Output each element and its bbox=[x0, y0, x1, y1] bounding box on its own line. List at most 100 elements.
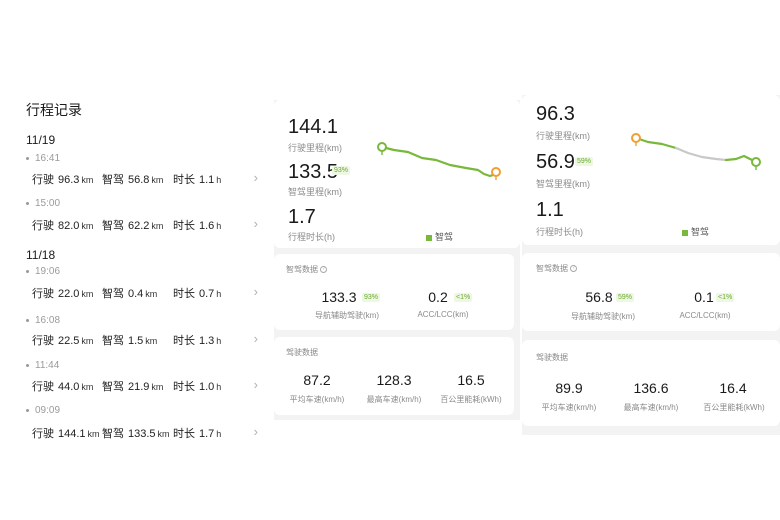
auto-pct-badge: 93% bbox=[332, 166, 351, 175]
trip-distance: 144.1 bbox=[58, 428, 86, 440]
auto-data-card: 智驾数据? 56.8 59% 导航辅助驾驶(km) 0.1 <1% ACC/LC… bbox=[522, 253, 780, 331]
distance-value: 144.1 bbox=[288, 116, 339, 138]
info-icon[interactable]: ? bbox=[570, 265, 577, 273]
auto-pct-badge: 59% bbox=[575, 157, 594, 166]
trip-time: 15:00 bbox=[26, 198, 60, 209]
auto-distance-value: 56.9 bbox=[536, 151, 575, 173]
chevron-right-icon[interactable]: › bbox=[253, 216, 258, 231]
energy-label: 百公里能耗(kWh) bbox=[440, 395, 502, 404]
trip-duration: 1.1 bbox=[199, 174, 215, 186]
info-icon[interactable]: ? bbox=[320, 266, 327, 274]
date-header: 11/18 bbox=[26, 248, 56, 262]
drive-data-title: 驾驶数据 bbox=[286, 348, 318, 357]
chevron-right-icon[interactable]: › bbox=[253, 331, 258, 346]
drive-data-card: 驾驶数据 89.9 平均车速(km/h) 136.6 最高车速(km/h) 16… bbox=[522, 340, 780, 426]
avg-speed-value: 87.2 bbox=[303, 372, 331, 388]
max-speed-label: 最高车速(km/h) bbox=[623, 403, 679, 412]
chevron-right-icon[interactable]: › bbox=[253, 284, 258, 299]
duration-label: 时长 bbox=[173, 174, 195, 186]
route-legend: 智驾 bbox=[426, 230, 453, 243]
distance-label: 行驶 bbox=[32, 174, 54, 186]
auto-distance-value: 133.5 bbox=[288, 161, 339, 183]
trip-row[interactable]: 行驶 22.5 km 智驾 1.5 km 时长 1.3 h › bbox=[32, 331, 258, 347]
summary-card: 96.3 行驶里程(km) 56.9 59% 智驾里程(km) 1.1 行程时长… bbox=[522, 95, 780, 245]
route-line-auto bbox=[634, 136, 678, 150]
trip-list-title: 行程记录 bbox=[26, 102, 82, 118]
trip-row[interactable]: 行驶 22.0 km 智驾 0.4 km 时长 0.7 h › bbox=[32, 284, 258, 300]
trip-distance: 96.3 bbox=[58, 174, 80, 186]
chevron-right-icon[interactable]: › bbox=[253, 170, 258, 185]
trip-duration: 1.0 bbox=[199, 381, 215, 393]
start-pin-icon bbox=[631, 133, 641, 146]
avg-speed-label: 平均车速(km/h) bbox=[289, 395, 345, 404]
duration-value: 1.7 bbox=[288, 206, 316, 228]
summary-card: 144.1 行驶里程(km) 133.5 93% 智驾里程(km) 1.7 行程… bbox=[274, 100, 520, 248]
date-header: 11/19 bbox=[26, 133, 56, 147]
max-speed-value: 128.3 bbox=[376, 372, 412, 388]
trip-row[interactable]: 行驶 82.0 km 智驾 62.2 km 时长 1.6 h › bbox=[32, 216, 258, 232]
trip-distance: 82.0 bbox=[58, 220, 80, 232]
chevron-right-icon[interactable]: › bbox=[253, 424, 258, 439]
noa-pct-badge: 93% bbox=[362, 293, 381, 302]
drive-data-card: 驾驶数据 87.2 平均车速(km/h) 128.3 最高车速(km/h) 16… bbox=[274, 337, 514, 415]
trip-auto-distance: 1.5 bbox=[128, 335, 144, 347]
trip-auto-distance: 0.4 bbox=[128, 288, 144, 300]
energy-value: 16.5 bbox=[457, 372, 485, 388]
trip-duration: 1.6 bbox=[199, 220, 215, 232]
trip-row[interactable]: 行驶 144.1 km 智驾 133.5 km 时长 1.7 h › bbox=[32, 424, 258, 440]
auto-label: 智驾 bbox=[102, 174, 124, 186]
acc-label: ACC/LCC(km) bbox=[417, 310, 469, 319]
route-line bbox=[380, 145, 498, 178]
trip-duration: 1.7 bbox=[199, 428, 215, 440]
route-map bbox=[631, 133, 761, 170]
trip-distance: 22.0 bbox=[58, 288, 80, 300]
trip-duration: 1.3 bbox=[199, 335, 215, 347]
trip-time: 11:44 bbox=[26, 360, 59, 371]
auto-data-card: 智驾数据? 133.3 93% 导航辅助驾驶(km) 0.2 <1% ACC/L… bbox=[274, 254, 514, 330]
trip-auto-distance: 21.9 bbox=[128, 381, 150, 393]
max-speed-value: 136.6 bbox=[633, 380, 669, 396]
noa-label: 导航辅助驾驶(km) bbox=[571, 312, 635, 321]
noa-pct-badge: 59% bbox=[616, 293, 635, 302]
drive-data-title: 驾驶数据 bbox=[536, 353, 568, 362]
trip-list-panel: 行程记录 11/19 16:41 行驶 96.3 km 智驾 56.8 km 时长 1.1… bbox=[12, 88, 262, 450]
trip-auto-distance: 56.8 bbox=[128, 174, 150, 186]
trip-auto-distance: 62.2 bbox=[128, 220, 150, 232]
auto-distance-label: 智驾里程(km) bbox=[536, 179, 590, 189]
distance-value: 96.3 bbox=[536, 103, 575, 125]
trip-time: 16:08 bbox=[26, 315, 60, 326]
noa-label: 导航辅助驾驶(km) bbox=[315, 311, 379, 320]
legend-swatch bbox=[426, 234, 432, 241]
auto-data-title: 智驾数据? bbox=[536, 263, 577, 274]
end-pin-icon bbox=[751, 157, 761, 170]
trip-auto-distance: 133.5 bbox=[128, 428, 156, 440]
trip-time: 19:06 bbox=[26, 266, 60, 277]
noa-value: 133.3 bbox=[321, 289, 357, 305]
avg-speed-label: 平均车速(km/h) bbox=[541, 403, 597, 412]
auto-data-title: 智驾数据? bbox=[286, 264, 327, 275]
noa-value: 56.8 bbox=[585, 289, 613, 305]
trip-row[interactable]: 行驶 96.3 km 智驾 56.8 km 时长 1.1 h › bbox=[32, 170, 258, 186]
energy-value: 16.4 bbox=[719, 380, 747, 396]
duration-label: 行程时长(h) bbox=[288, 232, 335, 242]
acc-pct-badge: <1% bbox=[716, 293, 735, 302]
trip-row[interactable]: 行驶 44.0 km 智驾 21.9 km 时长 1.0 h › bbox=[32, 377, 258, 393]
end-pin-icon bbox=[491, 167, 501, 180]
trip-time: 09:09 bbox=[26, 405, 60, 416]
acc-label: ACC/LCC(km) bbox=[679, 311, 731, 320]
trip-detail-b: 96.3 行驶里程(km) 56.9 59% 智驾里程(km) 1.1 行程时长… bbox=[522, 95, 780, 435]
auto-distance-label: 智驾里程(km) bbox=[288, 187, 342, 197]
trip-distance: 22.5 bbox=[58, 335, 80, 347]
acc-pct-badge: <1% bbox=[454, 293, 473, 302]
trip-time: 16:41 bbox=[26, 153, 60, 164]
duration-value: 1.1 bbox=[536, 199, 564, 221]
distance-label: 行驶里程(km) bbox=[288, 143, 342, 153]
route-map bbox=[377, 142, 501, 180]
chevron-right-icon[interactable]: › bbox=[253, 377, 258, 392]
trip-detail-a: 144.1 行驶里程(km) 133.5 93% 智驾里程(km) 1.7 行程… bbox=[274, 100, 520, 420]
acc-value: 0.1 bbox=[694, 289, 714, 305]
route-legend: 智驾 bbox=[682, 225, 709, 238]
trip-duration: 0.7 bbox=[199, 288, 215, 300]
trip-distance: 44.0 bbox=[58, 381, 80, 393]
legend-swatch bbox=[682, 229, 688, 236]
